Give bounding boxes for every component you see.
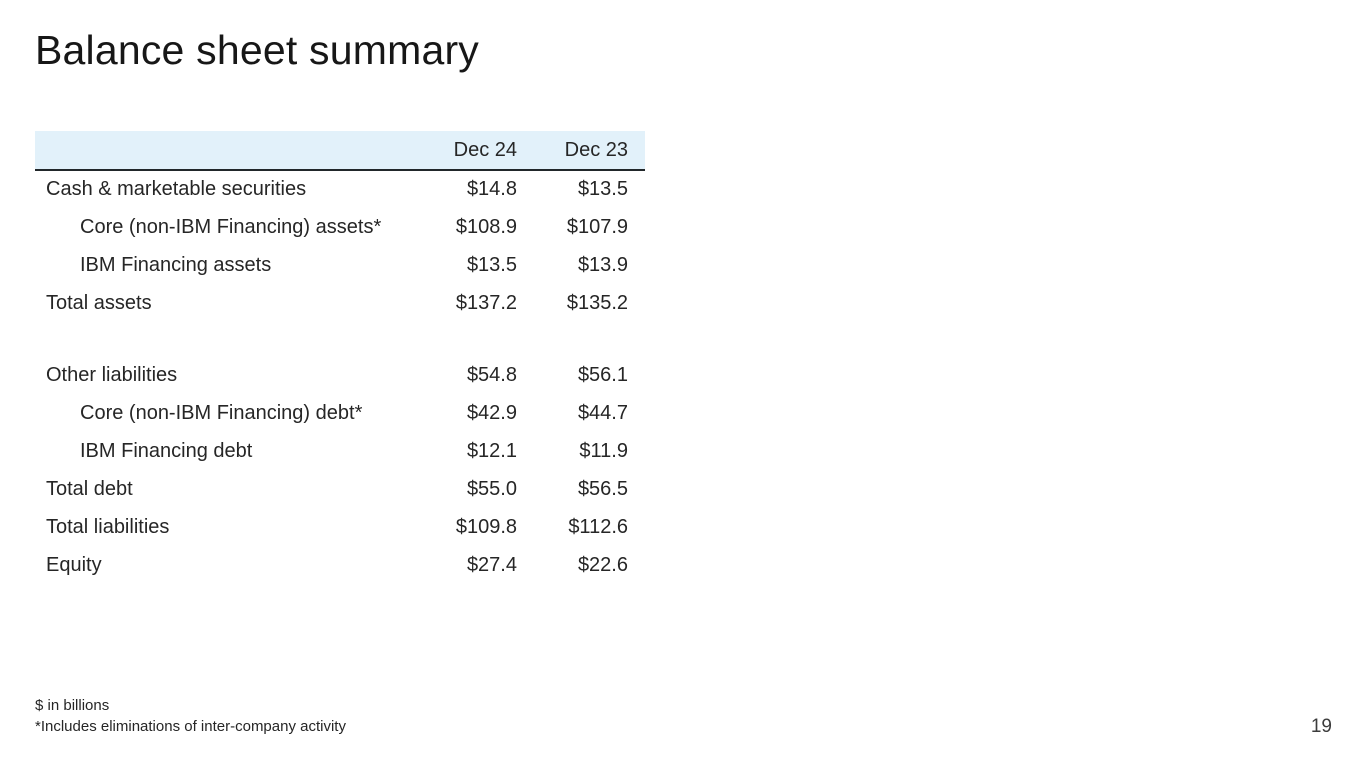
value-dec23: $135.2: [566, 291, 628, 314]
value-dec24: $12.1: [466, 439, 517, 462]
row-label: Core (non-IBM Financing) debt*: [80, 401, 363, 424]
value-dec24: $27.4: [466, 553, 517, 576]
table-row: IBM Financing debt $12.1 $11.9: [35, 432, 645, 470]
row-label: IBM Financing assets: [80, 253, 272, 276]
header-empty-cell: [35, 131, 427, 171]
value-dec23: $107.9: [566, 215, 628, 238]
table-row: IBM Financing assets $13.5 $13.9: [35, 246, 645, 284]
table-header-row: Dec 24 Dec 23: [35, 131, 645, 171]
value-dec24: $54.8: [466, 363, 517, 386]
spacer-row: [35, 322, 645, 356]
value-dec23: $56.5: [577, 477, 628, 500]
value-dec24: $13.5: [466, 253, 517, 276]
value-dec23: $11.9: [579, 439, 628, 462]
value-dec23: $56.1: [577, 363, 628, 386]
table-row: Core (non-IBM Financing) assets* $108.9 …: [35, 208, 645, 246]
row-label: Total liabilities: [46, 515, 170, 538]
value-dec23: $22.6: [577, 553, 628, 576]
row-label: IBM Financing debt: [80, 439, 253, 462]
value-dec24: $55.0: [466, 477, 517, 500]
header-dec23: Dec 23: [517, 131, 645, 171]
value-dec24: $108.9: [455, 215, 517, 238]
footnote-asterisk: *Includes eliminations of inter-company …: [35, 718, 346, 735]
table-row: Total assets $137.2 $135.2: [35, 284, 645, 322]
row-label: Other liabilities: [46, 363, 178, 386]
footnote-units: $ in billions: [35, 697, 110, 714]
table-row: Equity $27.4 $22.6: [35, 546, 645, 584]
value-dec23: $13.9: [577, 253, 628, 276]
table-row: Core (non-IBM Financing) debt* $42.9 $44…: [35, 394, 645, 432]
page-title: Balance sheet summary: [35, 27, 480, 73]
header-dec24: Dec 24: [427, 131, 517, 171]
row-label: Cash & marketable securities: [46, 178, 307, 200]
table-row: Cash & marketable securities $14.8 $13.5: [35, 170, 645, 208]
row-label: Equity: [46, 553, 102, 576]
footnotes: $ in billions *Includes eliminations of …: [35, 695, 346, 737]
row-label: Core (non-IBM Financing) assets*: [80, 215, 382, 238]
page-number: 19: [1310, 716, 1332, 737]
value-dec24: $42.9: [466, 401, 517, 424]
table-row: Total debt $55.0 $56.5: [35, 470, 645, 508]
value-dec23: $44.7: [577, 401, 628, 424]
table-row: Other liabilities $54.8 $56.1: [35, 356, 645, 394]
table-row: Total liabilities $109.8 $112.6: [35, 508, 645, 546]
row-label: Total assets: [46, 291, 152, 314]
value-dec24: $109.8: [455, 515, 517, 538]
balance-sheet-table: Dec 24 Dec 23 Cash & marketable securiti…: [35, 131, 645, 584]
value-dec23: $112.6: [568, 515, 628, 538]
row-label: Total debt: [46, 477, 133, 500]
value-dec23: $13.5: [577, 178, 628, 200]
value-dec24: $14.8: [466, 178, 517, 200]
value-dec24: $137.2: [455, 291, 517, 314]
